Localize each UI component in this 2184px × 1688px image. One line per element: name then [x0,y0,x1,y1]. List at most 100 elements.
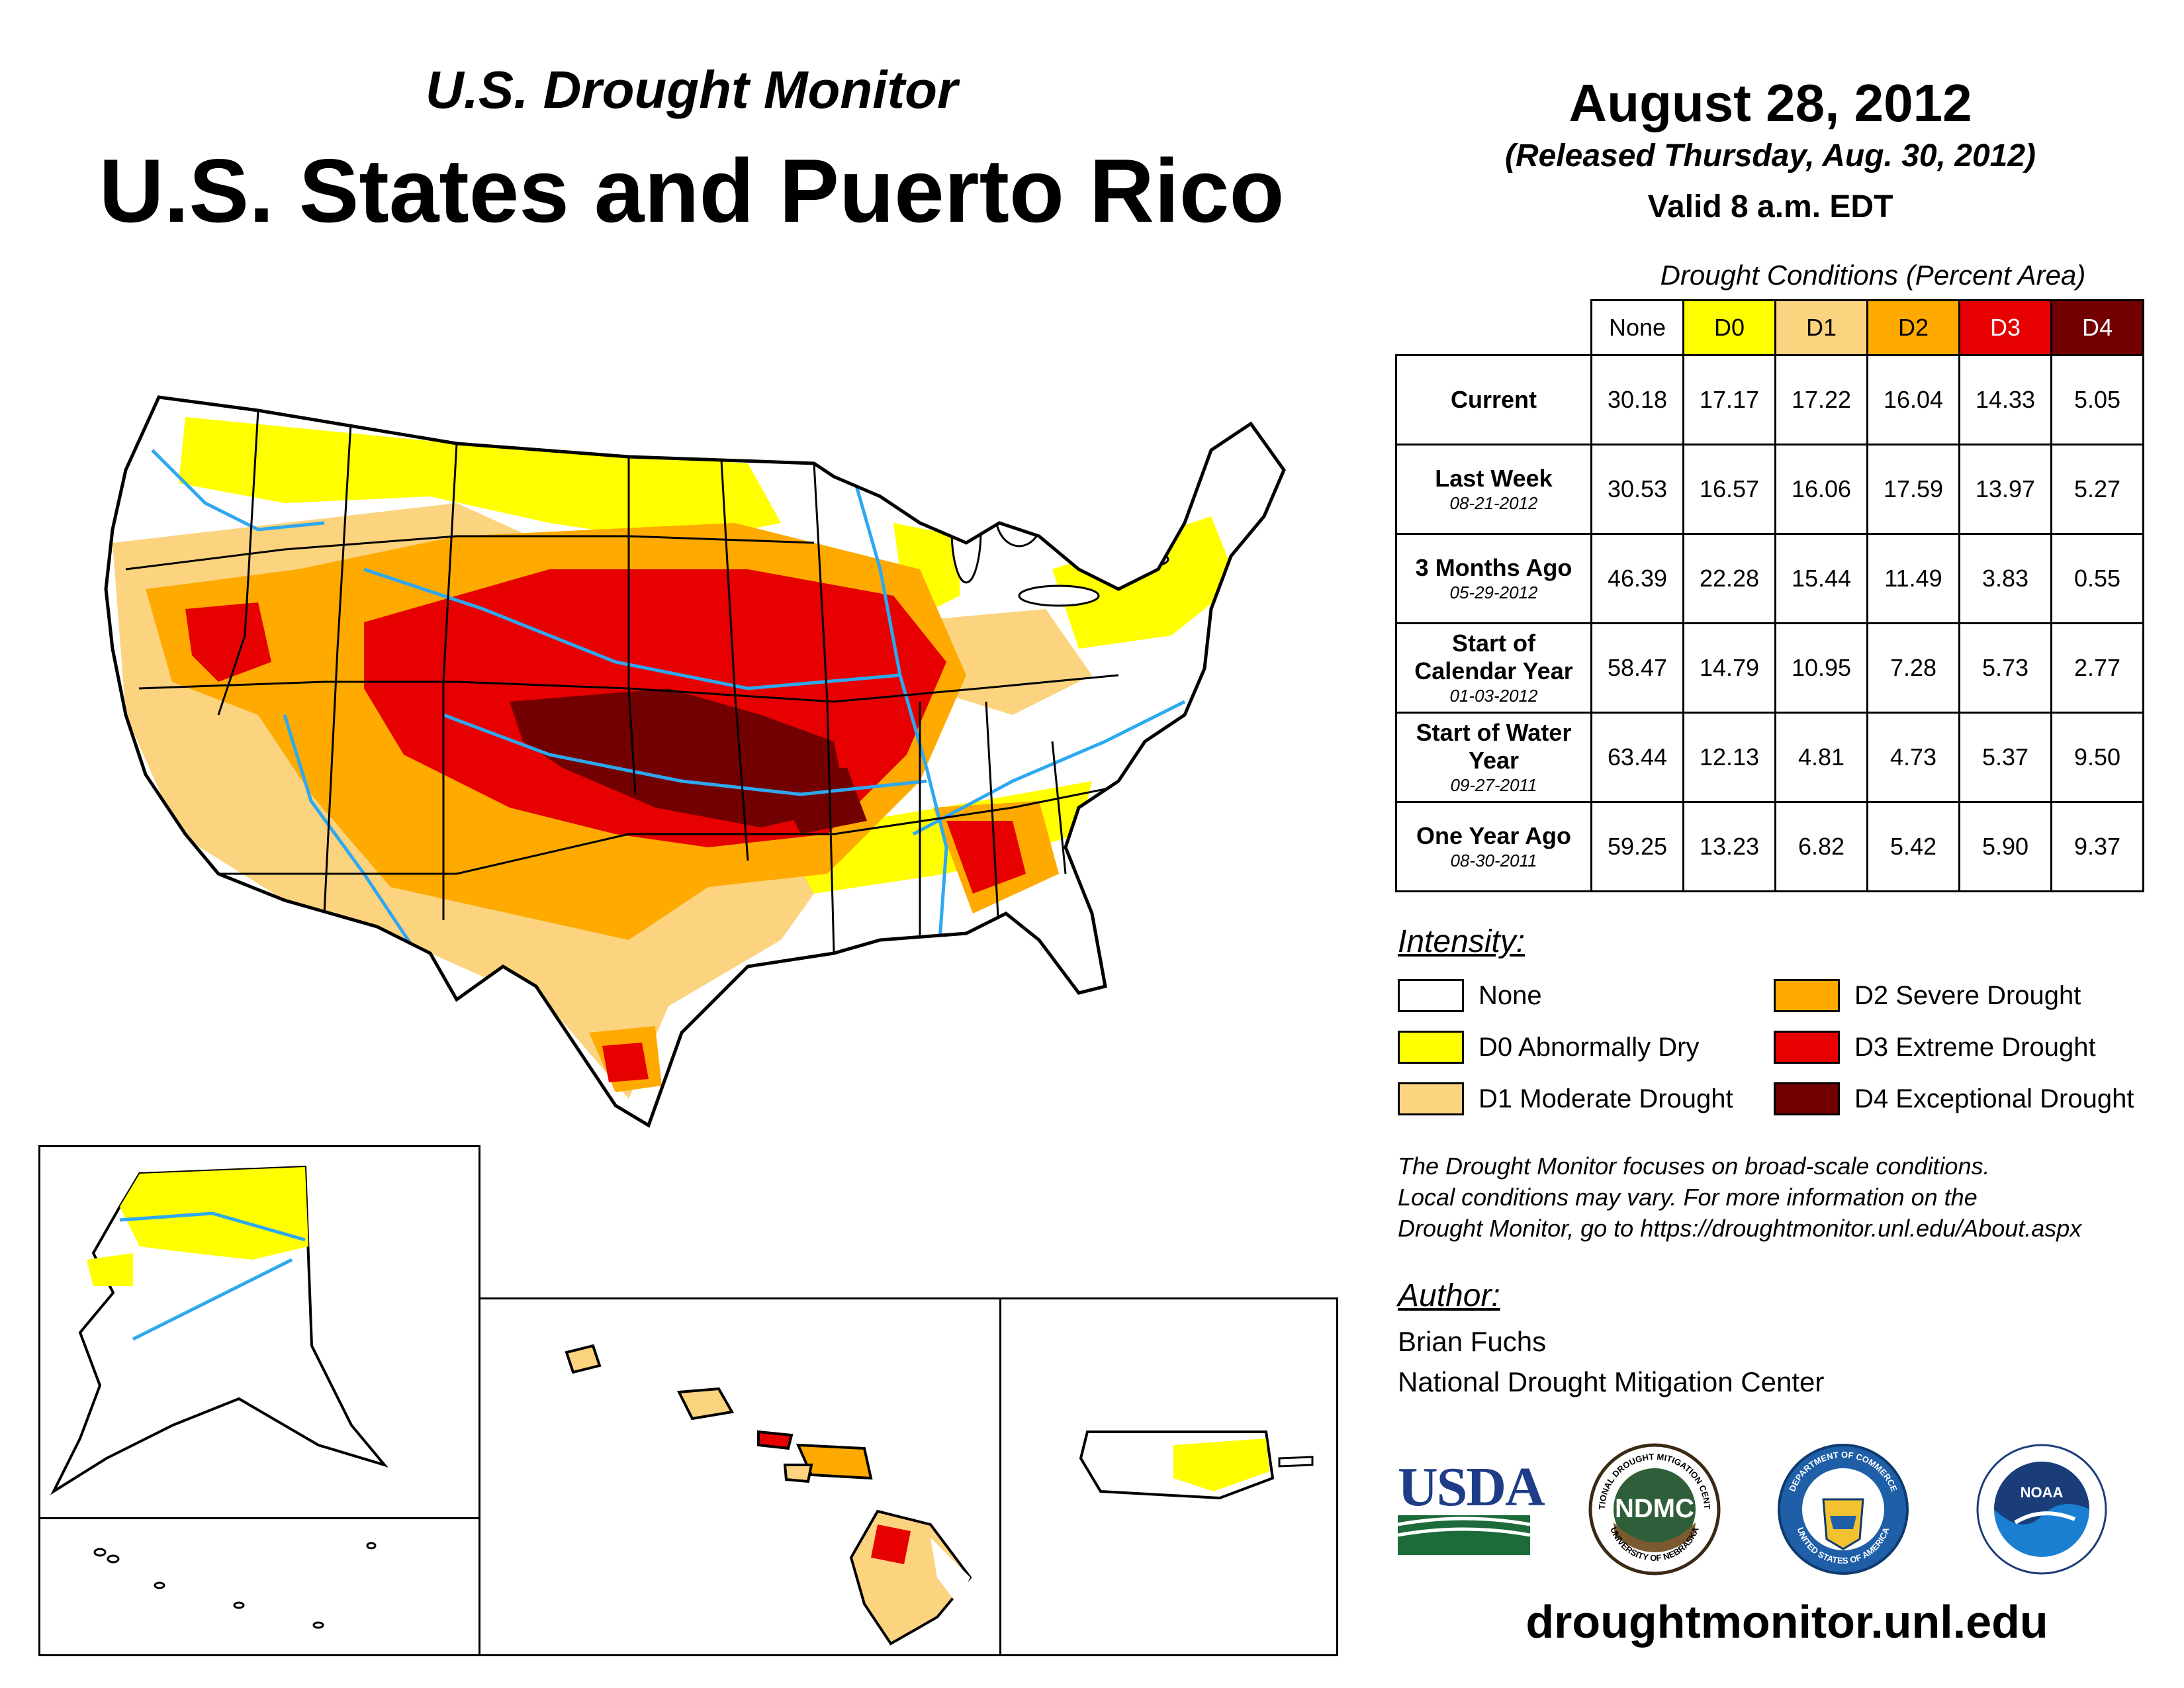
row-label-text: Start of Calendar Year [1414,630,1573,684]
table-row: 3 Months Ago 05-29-2012 46.39 22.28 15.44 11.… [1395,533,2144,624]
aleutian-inset [38,1517,480,1656]
noaa-logo: NOAA [1976,1444,2107,1575]
legend-label: D1 Moderate Drought [1479,1084,1733,1113]
note-line-2: Local conditions may vary. For more info… [1398,1184,1978,1211]
aleutian-map [93,1542,377,1629]
table-cell-d1: 4.81 [1774,712,1868,803]
table-cell-d4: 5.05 [2050,354,2144,445]
table-cell-d4: 9.50 [2050,712,2144,803]
table-cell-d4: 5.27 [2050,444,2144,535]
table-cell-d3: 5.73 [1958,622,2052,714]
table-cell-d3: 5.37 [1958,712,2052,803]
map-title: U.S. States and Puerto Rico [99,140,1285,241]
release-date: (Released Thursday, Aug. 30, 2012) [1504,138,2036,173]
col-header-none: None [1590,299,1684,356]
row-label: Current [1395,354,1592,445]
legend-item: D1 Moderate Drought [1398,1082,1733,1116]
table-cell-d4: 0.55 [2050,533,2144,624]
row-date: 09-27-2011 [1450,775,1537,795]
map-subtitle: U.S. Drought Monitor [425,60,958,119]
table-row: Last Week 08-21-2012 30.53 16.57 16.06 17.59 1… [1395,444,2144,535]
puerto-rico-inset [999,1297,1338,1656]
legend-item: D4 Exceptional Drought [1774,1082,2134,1116]
table-corner [1396,301,1592,355]
table-cell-d1: 16.06 [1774,444,1868,535]
alaska-inset [38,1145,480,1519]
table-cell-none: 30.18 [1590,354,1684,445]
conus-drought-map [104,395,1286,1128]
legend-label: D3 Extreme Drought [1854,1032,2096,1062]
row-label: Start of Calendar Year 01-03-2012 [1395,622,1592,714]
legend-label: None [1479,980,1542,1010]
author-name: Brian Fuchs [1398,1326,1547,1357]
table-cell-d2: 5.42 [1866,801,1960,892]
table-cell-d4: 9.37 [2050,801,2144,892]
table-cell-d0: 14.79 [1682,622,1776,714]
legend-swatch [1398,1082,1464,1115]
legend-item: None [1398,978,1542,1013]
table-cell-none: 63.44 [1590,712,1684,803]
row-date: 05-29-2012 [1449,583,1538,602]
table-cell-d1: 17.22 [1774,354,1868,445]
legend-swatch [1398,979,1464,1012]
table-caption: Drought Conditions (Percent Area) [1660,259,2086,291]
table-row: Current 30.18 17.17 17.22 16.04 14.33 5.05 [1395,354,2144,445]
table-cell-none: 58.47 [1590,622,1684,714]
usda-logo-text: USDA [1398,1456,1545,1518]
table-cell-d0: 22.28 [1682,533,1776,624]
legend-item: D0 Abnormally Dry [1398,1030,1699,1064]
map-date: August 28, 2012 [1569,73,1972,132]
row-date: 08-30-2011 [1450,851,1537,870]
col-header-d2: D2 [1866,299,1960,356]
table-cell-none: 30.53 [1590,444,1684,535]
legend-item: D3 Extreme Drought [1774,1030,2096,1064]
table-cell-d4: 2.77 [2050,622,2144,714]
legend-swatch [1398,1031,1464,1064]
disclaimer-note: The Drought Monitor focuses on broad-sca… [1398,1150,2165,1244]
row-label: One Year Ago 08-30-2011 [1395,801,1592,892]
row-label-text: Start of Water Year [1416,719,1572,774]
legend-swatch [1774,979,1840,1012]
table-cell-d1: 10.95 [1774,622,1868,714]
table-cell-d0: 17.17 [1682,354,1776,445]
website-url[interactable]: droughtmonitor.unl.edu [1525,1596,2048,1648]
table-cell-d0: 16.57 [1682,444,1776,535]
row-label: Start of Water Year 09-27-2011 [1395,712,1592,803]
ndmc-logo: NATIONAL DROUGHT MITIGATION CENTER UNIVE… [1588,1443,1721,1575]
legend-label: D2 Severe Drought [1854,980,2081,1010]
drought-conditions-table: None D0 D1 D2 D3 D4 Current 30.18 17.17 17.… [1395,299,2144,892]
ndmc-logo-text: NDMC [1615,1494,1694,1523]
col-header-d0: D0 [1682,299,1776,356]
row-label-text: 3 Months Ago [1415,554,1572,581]
col-header-d3: D3 [1958,299,2052,356]
table-cell-d3: 5.90 [1958,801,2052,892]
note-line-3: Drought Monitor, go to https://droughtmo… [1398,1215,2082,1242]
row-date: 08-21-2012 [1449,493,1538,513]
col-header-d4: D4 [2050,299,2144,356]
noaa-logo-text: NOAA [2021,1484,2064,1501]
table-cell-d0: 13.23 [1682,801,1776,892]
hawaii-map [565,1344,972,1646]
table-cell-none: 46.39 [1590,533,1684,624]
row-label-text: Current [1450,386,1537,413]
table-cell-d2: 16.04 [1866,354,1960,445]
table-cell-d2: 11.49 [1866,533,1960,624]
legend-label: D0 Abnormally Dry [1479,1032,1700,1062]
hawaii-inset [478,1297,1001,1656]
row-label: Last Week 08-21-2012 [1395,444,1592,535]
legend-swatch [1774,1082,1840,1115]
row-date: 01-03-2012 [1449,686,1538,706]
valid-time: Valid 8 a.m. EDT [1647,189,1893,224]
table-cell-d1: 6.82 [1774,801,1868,892]
intensity-title: Intensity: [1398,924,1525,959]
table-cell-d0: 12.13 [1682,712,1776,803]
table-row: Start of Water Year 09-27-2011 63.44 12.13 4… [1395,712,2144,803]
usda-logo-field [1397,1515,1531,1555]
col-header-d1: D1 [1774,299,1868,356]
table-cell-d2: 7.28 [1866,622,1960,714]
table-row: One Year Ago 08-30-2011 59.25 13.23 6.82 5.42… [1395,801,2144,892]
table-cell-d3: 13.97 [1958,444,2052,535]
author-title: Author: [1398,1278,1500,1313]
note-line-1: The Drought Monitor focuses on broad-sca… [1398,1152,1990,1180]
puerto-rico-map [1079,1430,1314,1500]
